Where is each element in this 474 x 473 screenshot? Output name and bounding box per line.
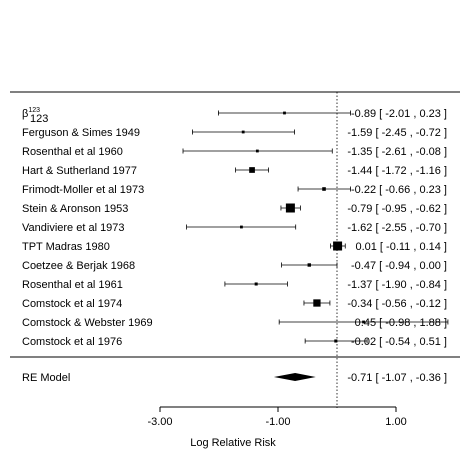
ci-text: 0.01 [ -0.11 , 0.14 ]	[355, 241, 447, 253]
tick-label: -1.00	[265, 416, 290, 428]
tick-label: -3.00	[147, 416, 172, 428]
point-estimate	[254, 282, 258, 286]
ci-text: -0.47 [ -0.94 , 0.00 ]	[351, 260, 447, 272]
study-row: Hart & Sutherland 1977 -1.44 [ -1.72 , -1…	[22, 165, 447, 177]
summary-ci-text: -0.71 [ -1.07 , -0.36 ]	[347, 372, 447, 384]
summary-diamond	[273, 373, 316, 381]
point-estimate	[283, 111, 286, 115]
ci-text: -0.22 [ -0.66 , 0.23 ]	[351, 184, 447, 196]
label-superscript: 123	[28, 107, 40, 114]
point-estimate	[334, 339, 338, 343]
summary-label: RE Model	[22, 372, 70, 384]
x-axis: -3.00 -1.00 1.00	[147, 406, 407, 428]
point-estimate	[285, 203, 295, 213]
study-row: Frimodt-Moller et al 1973 -0.22 [ -0.66 ,…	[22, 184, 447, 196]
study-label: TPT Madras 1980	[22, 241, 110, 253]
study-label: Comstock et al 1974	[22, 298, 122, 310]
x-axis-label: Log Relative Risk	[190, 437, 276, 449]
study-row: Coetzee & Berjak 1968 -0.47 [ -0.94 , 0.0…	[22, 260, 447, 272]
point-estimate	[307, 263, 311, 267]
study-row: Comstock et al 1976 -0.02 [ -0.54 , 0.51 …	[22, 336, 447, 348]
study-row: Vandiviere et al 1973 -1.62 [ -2.55 , -0.…	[22, 222, 447, 234]
point-estimate	[240, 225, 243, 229]
study-label: Comstock & Webster 1969	[22, 317, 153, 329]
ci-text: -0.89 [ -2.01 , 0.23 ]	[351, 108, 447, 120]
study-row: Comstock et al 1974 -0.34 [ -0.56 , -0.12…	[22, 298, 447, 310]
point-estimate	[249, 167, 255, 173]
ci-text: -1.35 [ -2.61 , -0.08 ]	[347, 146, 447, 158]
study-row: Rosenthal et al 1961 -1.37 [ -1.90 , -0.8…	[22, 279, 447, 291]
study-row: Rosenthal et al 1960 -1.35 [ -2.61 , -0.0…	[22, 146, 447, 158]
point-estimate	[322, 187, 326, 191]
point-estimate	[255, 149, 259, 153]
study-label: Rosenthal et al 1960	[22, 146, 123, 158]
study-row: Ferguson & Simes 1949 -1.59 [ -2.45 , -0.…	[22, 127, 447, 139]
ci-text: -0.79 [ -0.95 , -0.62 ]	[347, 203, 447, 215]
study-label: Hart & Sutherland 1977	[22, 165, 137, 177]
study-label: Ferguson & Simes 1949	[22, 127, 140, 139]
plot-frame	[10, 91, 460, 358]
study-label: Frimodt-Moller et al 1973	[22, 184, 144, 196]
ci-text: -0.02 [ -0.54 , 0.51 ]	[351, 336, 447, 348]
ci-text: -0.34 [ -0.56 , -0.12 ]	[347, 298, 447, 310]
study-row: Comstock & Webster 1969 0.45 [ -0.98 , 1.…	[22, 317, 449, 329]
summary-row: RE Model -0.71 [ -1.07 , -0.36 ]	[22, 372, 447, 384]
ci-text: 0.45 [ -0.98 , 1.88 ]	[355, 317, 447, 329]
study-row: Stein & Aronson 1953 -0.79 [ -0.95 , -0.6…	[22, 203, 447, 215]
point-estimate	[313, 299, 321, 307]
label-subscript: 123	[30, 113, 48, 125]
point-estimate	[333, 241, 343, 251]
point-estimate	[241, 130, 245, 134]
study-label: Stein & Aronson 1953	[22, 203, 128, 215]
point-estimate	[362, 320, 365, 324]
study-row: TPT Madras 1980 0.01 [ -0.11 , 0.14 ]	[22, 241, 447, 253]
ci-text: -1.44 [ -1.72 , -1.16 ]	[347, 165, 447, 177]
study-label: Comstock et al 1976	[22, 336, 122, 348]
tick-label: 1.00	[385, 416, 406, 428]
study-label: Rosenthal et al 1961	[22, 279, 123, 291]
study-label: Coetzee & Berjak 1968	[22, 260, 135, 272]
ci-text: -1.37 [ -1.90 , -0.84 ]	[347, 279, 447, 291]
study-label: Vandiviere et al 1973	[22, 222, 125, 234]
ci-text: -1.59 [ -2.45 , -0.72 ]	[347, 127, 447, 139]
ci-text: -1.62 [ -2.55 , -0.70 ]	[347, 222, 447, 234]
